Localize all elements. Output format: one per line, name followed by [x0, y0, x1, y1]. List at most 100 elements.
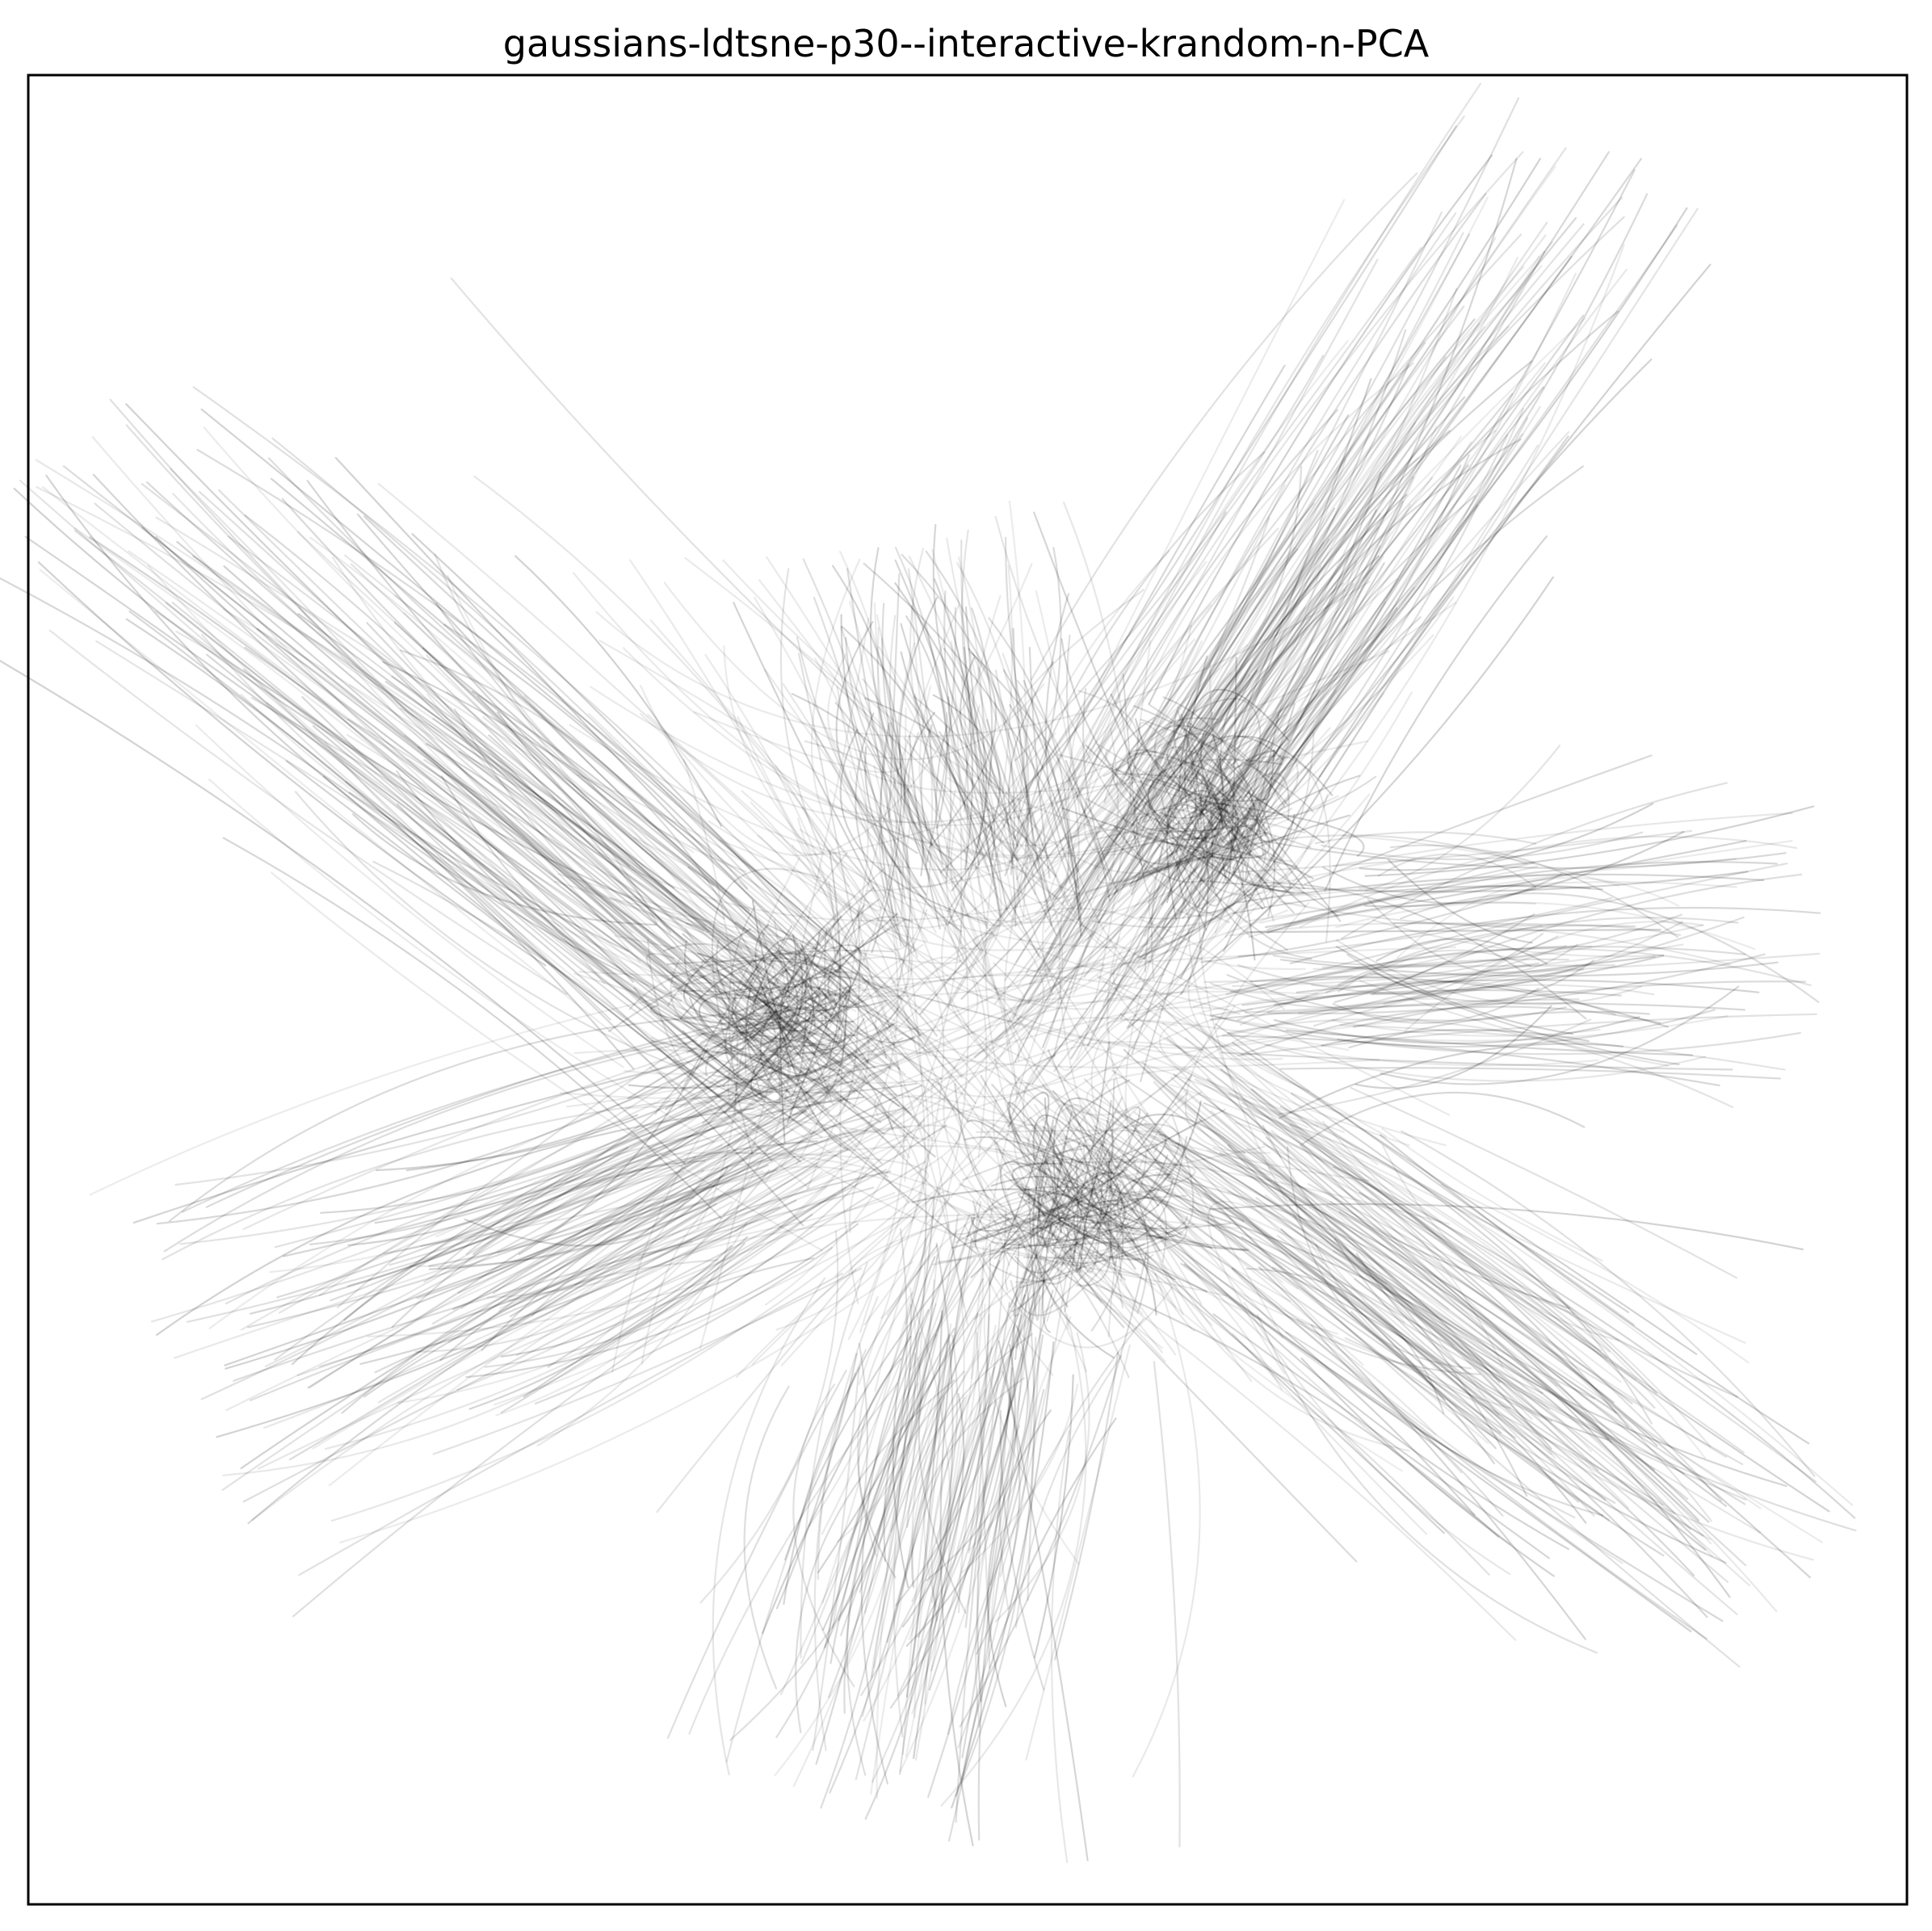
- trajectory-line-916: [682, 994, 847, 1109]
- trajectory-line-456: [775, 1342, 868, 1739]
- trajectory-line-983: [1166, 746, 1295, 914]
- trajectory-line-276: [338, 1261, 914, 1543]
- trajectory-line-805: [881, 602, 978, 947]
- trajectory-line-808: [905, 615, 948, 829]
- trajectory-line-330: [438, 1046, 846, 1270]
- axes-frame: [27, 73, 1909, 1906]
- trajectory-line-344: [309, 1154, 758, 1389]
- trajectory-line-819: [723, 644, 850, 888]
- trajectory-line-1086: [1057, 1104, 1123, 1282]
- trajectory-line-1350: [1017, 1017, 1178, 1062]
- trajectory-line-192: [514, 555, 723, 828]
- trajectory-line-832: [903, 712, 954, 861]
- trajectory-line-512: [1203, 1192, 1704, 1537]
- trajectory-line-729: [1279, 900, 1543, 927]
- trajectory-line-295: [497, 1047, 892, 1254]
- trajectory-line-742: [1335, 901, 1756, 951]
- trajectory-line-1176: [976, 1129, 1162, 1134]
- trajectory-line-60: [1130, 241, 1554, 861]
- trajectory-line-1296: [577, 774, 1039, 1177]
- trajectory-line-632: [1219, 1152, 1731, 1598]
- trajectory-line-444: [774, 1287, 919, 1777]
- trajectory-line-315: [343, 1063, 894, 1321]
- trajectory-line-524: [1270, 1130, 1728, 1459]
- trajectory-line-577: [1440, 1183, 1749, 1364]
- trajectory-line-368: [276, 1115, 730, 1299]
- trajectory-line-200: [155, 535, 885, 1135]
- trajectory-line-198: [41, 485, 798, 1032]
- trajectory-line-1171: [1040, 1199, 1126, 1230]
- trajectory-line-518: [1131, 1190, 1587, 1524]
- trajectory-line-250: [48, 629, 568, 995]
- trajectory-line-1183: [1042, 1126, 1089, 1237]
- trajectory-line-587: [1203, 1102, 1608, 1359]
- trajectory-line-1097: [1075, 1184, 1119, 1273]
- trajectory-line-268: [359, 1199, 797, 1365]
- trajectory-line-1111: [1077, 1153, 1148, 1233]
- trajectory-line-885: [670, 972, 830, 1098]
- trajectory-line-1016: [1113, 825, 1247, 884]
- trajectory-line-612: [1279, 1106, 1630, 1313]
- trajectory-line-1332: [751, 1190, 951, 1366]
- trajectory-line-820: [894, 582, 1015, 850]
- trajectory-line-471: [729, 1352, 917, 1741]
- trajectory-line-168: [426, 743, 791, 1096]
- trajectory-line-448: [889, 1367, 1014, 1709]
- trajectory-line-1233: [965, 594, 1387, 847]
- trajectory-line-439: [930, 1389, 987, 1622]
- trajectory-line-1142: [1014, 1117, 1099, 1283]
- trajectory-line-118: [1148, 154, 1493, 705]
- trajectory-line-229: [372, 860, 722, 1100]
- trajectory-line-106: [1199, 456, 1419, 802]
- trajectory-line-989: [1147, 772, 1290, 904]
- trajectory-line-760: [988, 617, 1070, 871]
- trajectory-line-836: [1062, 502, 1132, 810]
- trajectory-line-346: [156, 1011, 796, 1225]
- trajectory-line-1202: [1143, 1068, 1450, 1311]
- trajectory-line-741: [1367, 897, 1578, 974]
- trajectory-line-967: [728, 905, 756, 1157]
- trajectory-line-373: [174, 1170, 764, 1359]
- trajectory-line-863: [737, 969, 843, 1052]
- trajectory-line-199: [201, 634, 670, 995]
- trajectory-line-736: [1226, 1018, 1734, 1108]
- trajectory-line-953: [751, 976, 938, 1037]
- trajectory-line-893: [762, 942, 916, 1044]
- trajectory-line-335: [534, 1246, 833, 1405]
- trajectory-line-1163: [951, 1158, 1138, 1249]
- trajectory-line-238: [309, 536, 796, 1039]
- trajectory-line-957: [712, 955, 872, 1104]
- trajectory-line-516: [1062, 1257, 1358, 1563]
- trajectory-line-657: [1312, 968, 1585, 1027]
- trajectory-line-543: [1183, 1090, 1558, 1387]
- trajectory-line-849: [925, 550, 1015, 875]
- trajectory-line-282: [383, 1026, 888, 1255]
- trajectory-line-710: [1354, 1005, 1552, 1089]
- trajectory-line-1245: [780, 985, 1078, 1168]
- trajectory-line-611: [1115, 1166, 1616, 1505]
- trajectory-line-665: [1267, 953, 1766, 1015]
- trajectory-line-256: [334, 456, 969, 1122]
- trajectory-line-621: [1241, 1102, 1629, 1428]
- trajectory-line-1184: [1008, 1054, 1126, 1281]
- trajectory-line-424: [899, 1218, 1040, 1773]
- trajectory-line-766: [813, 728, 918, 958]
- trajectory-line-1109: [1007, 1185, 1069, 1234]
- trajectory-line-1103: [1057, 1106, 1141, 1188]
- trajectory-line-1021: [1132, 758, 1283, 867]
- trajectory-line-969: [827, 905, 888, 1009]
- trajectory-line-214: [426, 693, 724, 996]
- trajectory-line-1320: [906, 638, 1195, 888]
- trajectory-line-20: [1015, 82, 1482, 908]
- trajectory-line-1352: [960, 828, 1236, 1116]
- trajectory-line-707: [1279, 1043, 1624, 1119]
- trajectory-line-901: [670, 958, 816, 1072]
- trajectory-line-813: [963, 705, 981, 812]
- trajectory-line-606: [1355, 1253, 1609, 1441]
- trajectory-line-105: [1134, 548, 1299, 839]
- trajectory-line-479: [951, 1341, 1055, 1809]
- trajectory-line-978: [1161, 795, 1288, 951]
- trajectory-line-1266: [573, 972, 791, 1110]
- trajectory-line-121: [1063, 434, 1509, 1080]
- trajectory-line-918: [747, 1025, 858, 1068]
